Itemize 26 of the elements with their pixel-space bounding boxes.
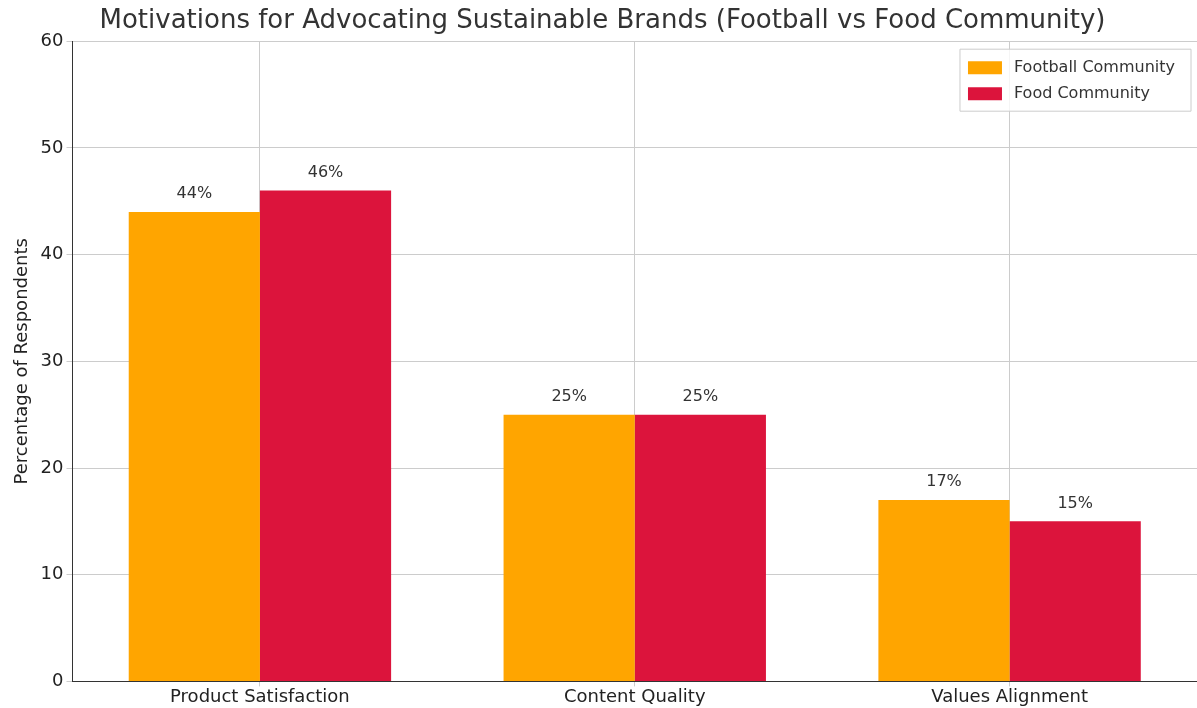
data-label: 15% <box>1057 492 1093 512</box>
y-tick-label: 10 <box>40 562 64 584</box>
y-axis-title: Percentage of Respondents <box>10 238 32 485</box>
data-label: 25% <box>551 385 587 405</box>
y-tick-label: 0 <box>52 669 64 691</box>
legend-label: Football Community <box>1013 57 1176 77</box>
x-tick-label: Content Quality <box>563 684 706 706</box>
bar <box>634 414 766 681</box>
data-label: 25% <box>682 385 719 405</box>
bar <box>259 190 392 681</box>
bar <box>128 211 260 681</box>
chart-title: Motivations for Advocating Sustainable Brands (Football vs Food Community) <box>99 4 1106 35</box>
y-tick-label: 50 <box>40 135 64 157</box>
x-tick-label: Values Alignment <box>931 684 1088 706</box>
legend-label: Food Community <box>1013 83 1151 103</box>
data-label: 44% <box>176 183 213 203</box>
y-tick-label: 20 <box>40 455 64 477</box>
data-label: 17% <box>926 471 962 491</box>
y-tick-label: 30 <box>40 348 64 370</box>
y-tick-label: 60 <box>40 28 64 50</box>
y-tick-label: 40 <box>40 242 64 264</box>
bar <box>878 500 1010 681</box>
bar <box>1009 521 1141 681</box>
bar <box>503 414 635 681</box>
data-label: 46% <box>307 161 344 181</box>
x-tick-label: Product Satisfaction <box>170 684 350 706</box>
